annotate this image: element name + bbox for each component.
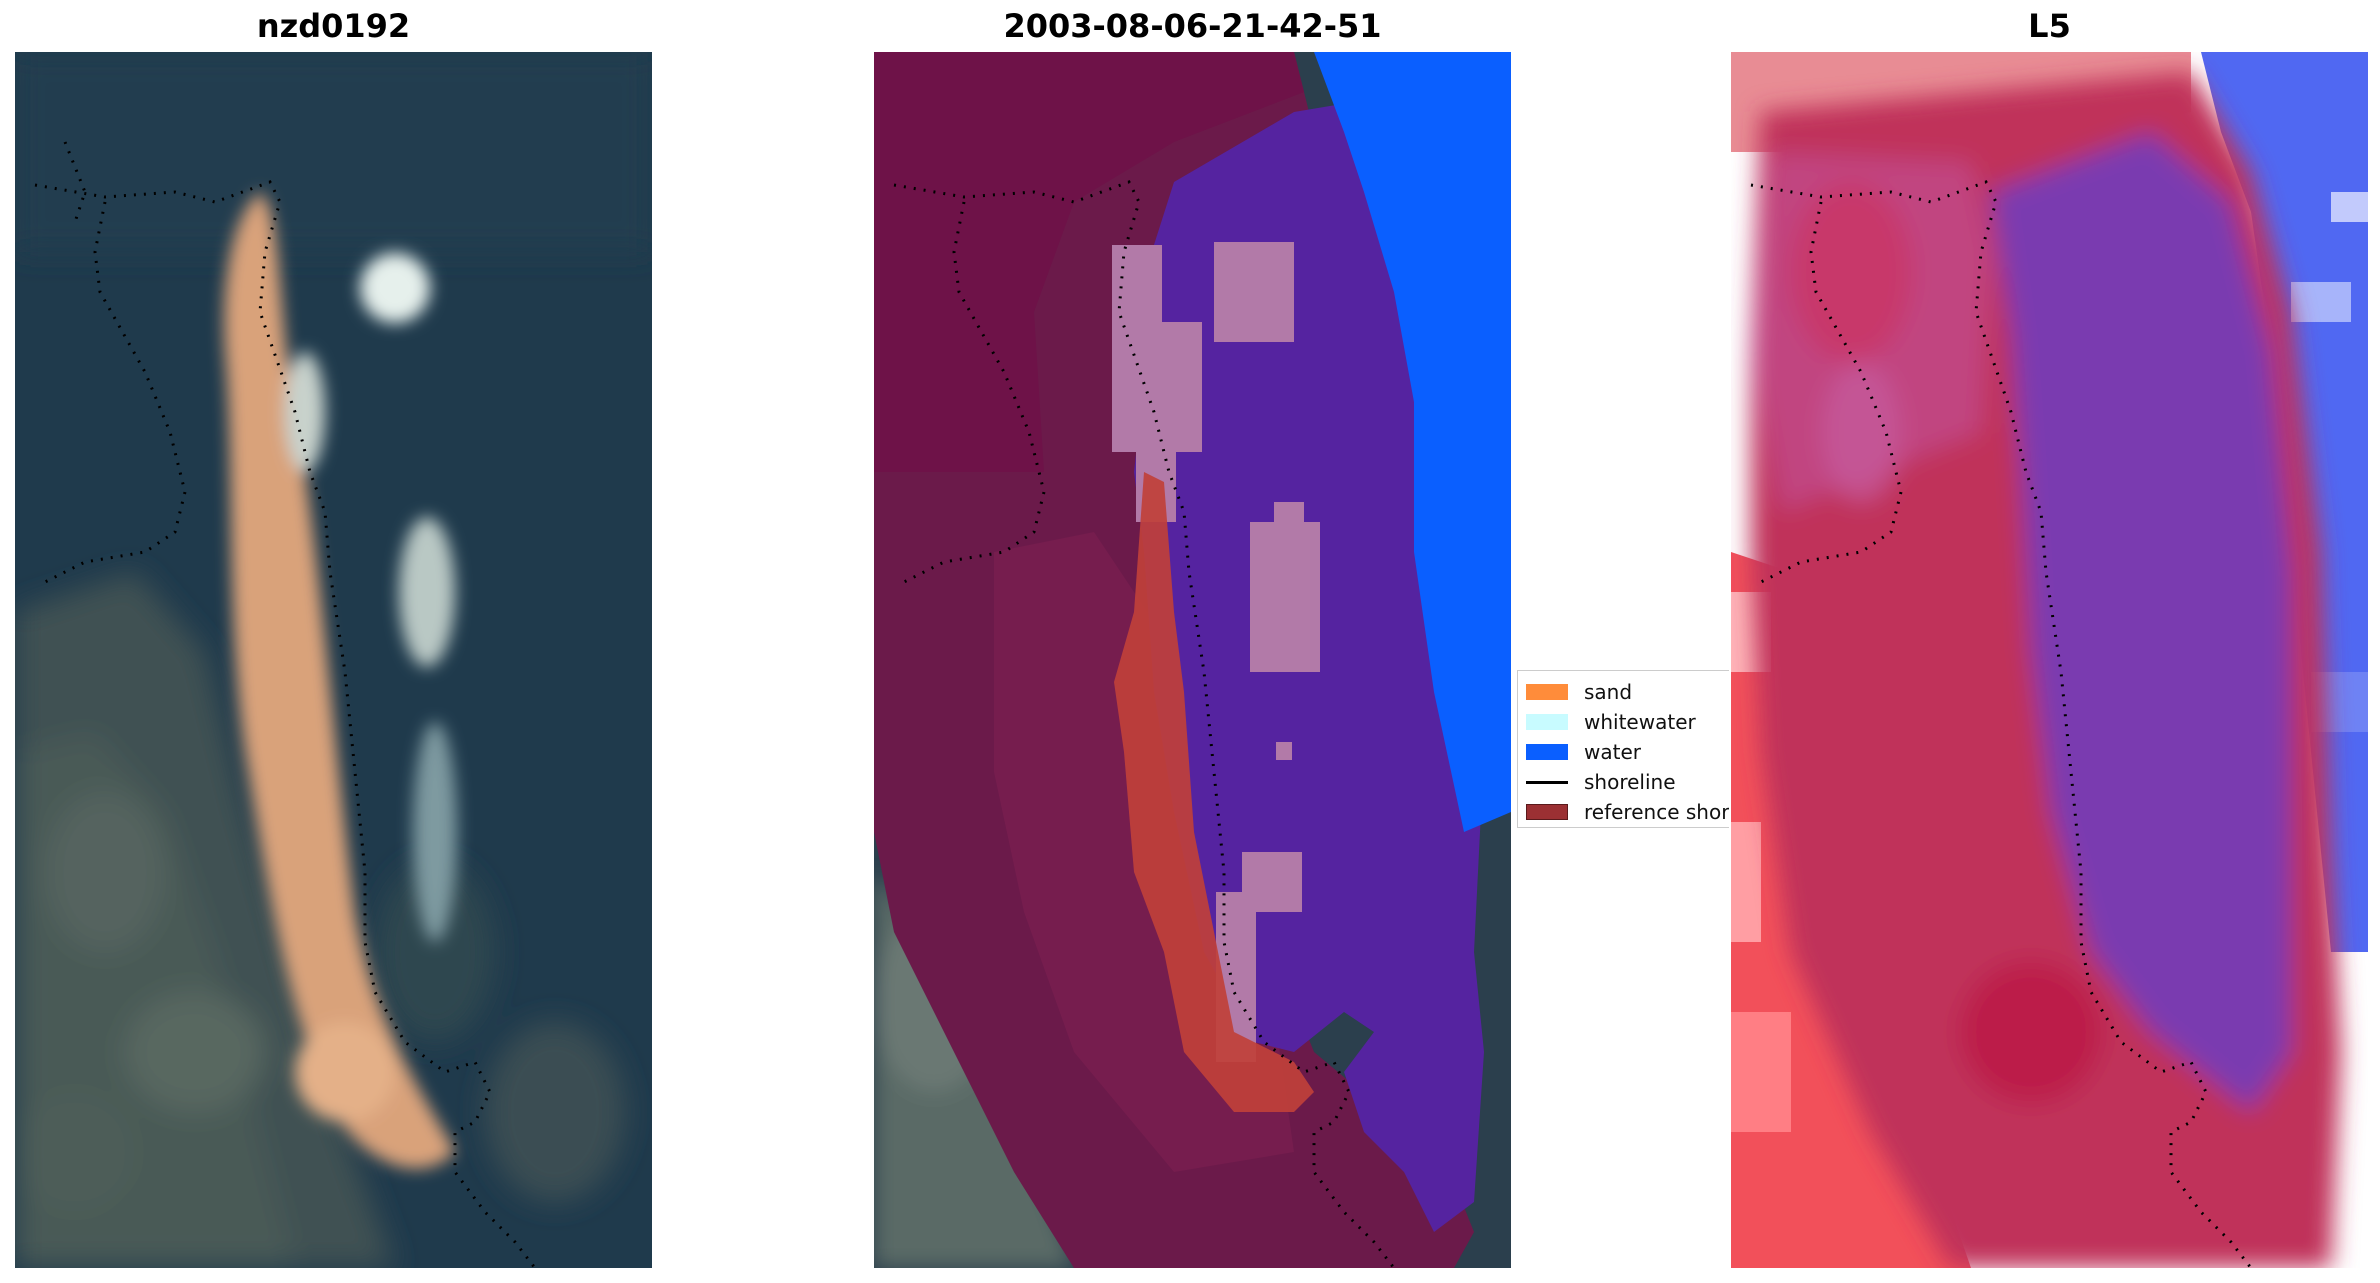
- reference-shoreline-swatch: [1526, 804, 1568, 820]
- legend-label: reference shoreline buffer: [1584, 800, 1729, 824]
- panel-title-satellite: L5: [2028, 7, 2071, 45]
- legend-item-shoreline: shoreline: [1526, 769, 1676, 795]
- shoreline-line-icon: [1526, 780, 1568, 784]
- classified-image: [874, 52, 1511, 1268]
- whitewater-swatch: [1526, 714, 1568, 730]
- legend-item-water: water: [1526, 739, 1641, 765]
- legend-item-sand: sand: [1526, 679, 1632, 705]
- legend-label: shoreline: [1584, 770, 1676, 794]
- panel-title-rgb: nzd0192: [256, 7, 411, 45]
- sand-swatch: [1526, 684, 1568, 700]
- legend-item-whitewater: whitewater: [1526, 709, 1696, 735]
- legend-label: sand: [1584, 680, 1633, 704]
- legend-item-reference-shoreline: reference shoreline buffer: [1526, 799, 1729, 825]
- legend: sand whitewater water shoreline referenc…: [1517, 670, 1729, 828]
- panel-title-classified: 2003-08-06-21-42-51: [1003, 7, 1382, 45]
- legend-label: water: [1584, 740, 1641, 764]
- rgb-satellite-image: [15, 52, 652, 1268]
- legend-label: whitewater: [1584, 710, 1696, 734]
- l5-false-color-image: [1731, 52, 2368, 1268]
- water-swatch: [1526, 744, 1568, 760]
